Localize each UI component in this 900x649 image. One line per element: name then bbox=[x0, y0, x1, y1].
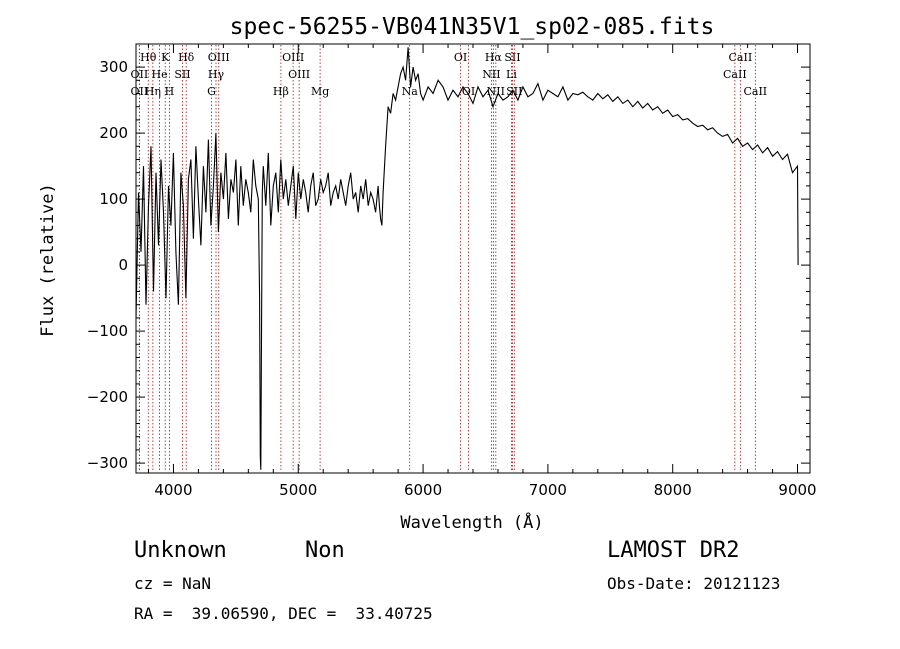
line-label: Na bbox=[402, 85, 419, 98]
x-tick-label: 4000 bbox=[154, 481, 192, 499]
y-tick-label: −100 bbox=[87, 322, 128, 340]
y-tick-label: −300 bbox=[87, 454, 128, 472]
line-label: Hα bbox=[485, 51, 503, 64]
x-tick-label: 8000 bbox=[654, 481, 692, 499]
line-label: Li bbox=[506, 68, 517, 81]
x-tick-label: 7000 bbox=[529, 481, 567, 499]
line-label: Hδ bbox=[178, 51, 195, 64]
coordinates: RA = 39.06590, DEC = 33.40725 bbox=[134, 604, 433, 623]
line-label: OII bbox=[131, 85, 149, 98]
spectrum-line bbox=[135, 47, 799, 470]
line-label: CaII bbox=[729, 51, 753, 64]
line-label: He bbox=[152, 68, 168, 81]
y-tick-label: −200 bbox=[87, 388, 128, 406]
line-label: Mg bbox=[311, 85, 329, 98]
line-label: SII bbox=[174, 68, 190, 81]
line-label: Hη bbox=[145, 85, 161, 98]
axes: 4000 5000 6000 7000 8000 9000 −300 −200 −100 0 100… bbox=[87, 44, 817, 499]
line-label: NII bbox=[487, 85, 505, 98]
line-label: NII bbox=[482, 68, 500, 81]
line-label: CaII bbox=[723, 68, 747, 81]
y-tick-label: 100 bbox=[99, 190, 128, 208]
y-tick-label: 300 bbox=[99, 58, 128, 76]
x-tick-label: 5000 bbox=[279, 481, 317, 499]
redshift-cz: cz = NaN bbox=[134, 574, 212, 593]
spectrum-series bbox=[135, 47, 799, 470]
line-label: OI bbox=[462, 85, 475, 98]
object-subclass: Non bbox=[305, 538, 345, 563]
obs-date: Obs-Date: 20121123 bbox=[607, 574, 781, 593]
survey-name: LAMOST DR2 bbox=[607, 538, 740, 563]
plot-frame bbox=[135, 43, 811, 474]
line-label: OI bbox=[454, 51, 467, 64]
chart-title: spec-56255-VB041N35V1_sp02-085.fits bbox=[230, 14, 715, 40]
line-label: H bbox=[165, 85, 175, 98]
line-label: SII bbox=[506, 85, 522, 98]
line-label: Hγ bbox=[208, 68, 225, 81]
x-tick-label: 9000 bbox=[778, 481, 816, 499]
line-label: Hθ bbox=[140, 51, 157, 64]
line-label: SII bbox=[504, 51, 520, 64]
line-label: G bbox=[207, 85, 216, 98]
x-axis-label: Wavelength (Å) bbox=[400, 511, 543, 533]
line-label: OIII bbox=[282, 51, 304, 64]
y-tick-label: 0 bbox=[118, 256, 128, 274]
x-tick-label: 6000 bbox=[404, 481, 442, 499]
object-class: Unknown bbox=[134, 538, 227, 563]
y-tick-label: 200 bbox=[99, 124, 128, 142]
y-axis-label: Flux (relative) bbox=[38, 183, 58, 337]
line-label: Hβ bbox=[273, 85, 289, 98]
line-label: CaII bbox=[743, 85, 767, 98]
line-label: OIII bbox=[288, 68, 310, 81]
line-label: OIII bbox=[208, 51, 230, 64]
line-label: K bbox=[161, 51, 170, 64]
